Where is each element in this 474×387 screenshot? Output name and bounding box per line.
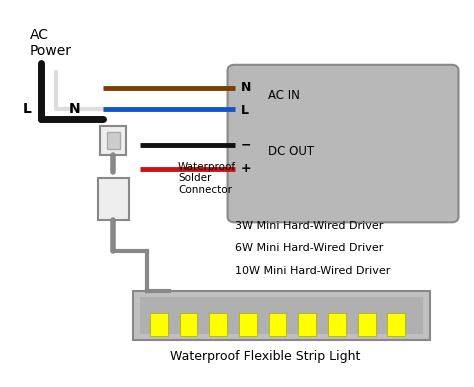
Text: Waterproof
Solder
Connector: Waterproof Solder Connector <box>178 161 236 195</box>
Text: L: L <box>241 104 249 117</box>
Text: AC IN: AC IN <box>268 89 300 102</box>
Text: 3W Mini Hard-Wired Driver: 3W Mini Hard-Wired Driver <box>235 221 383 231</box>
Bar <box>98 178 128 220</box>
Text: N: N <box>69 102 80 116</box>
Text: 10W Mini Hard-Wired Driver: 10W Mini Hard-Wired Driver <box>235 266 390 276</box>
Bar <box>108 132 119 149</box>
Text: AC
Power: AC Power <box>30 28 72 58</box>
Bar <box>269 313 286 336</box>
Bar <box>298 313 316 336</box>
Bar <box>387 313 405 336</box>
Bar <box>357 313 375 336</box>
Bar <box>100 126 126 155</box>
Text: N: N <box>241 81 251 94</box>
Bar <box>150 313 168 336</box>
Bar <box>140 297 423 334</box>
Bar <box>180 313 197 336</box>
Text: −: − <box>241 139 251 152</box>
FancyBboxPatch shape <box>228 65 458 222</box>
Text: Waterproof Flexible Strip Light: Waterproof Flexible Strip Light <box>170 350 360 363</box>
Text: L: L <box>23 102 32 116</box>
Text: +: + <box>241 162 251 175</box>
Text: DC OUT: DC OUT <box>268 145 314 158</box>
Text: 6W Mini Hard-Wired Driver: 6W Mini Hard-Wired Driver <box>235 243 383 253</box>
Bar <box>209 313 227 336</box>
Bar <box>328 313 346 336</box>
Bar <box>133 291 430 339</box>
Bar <box>239 313 257 336</box>
